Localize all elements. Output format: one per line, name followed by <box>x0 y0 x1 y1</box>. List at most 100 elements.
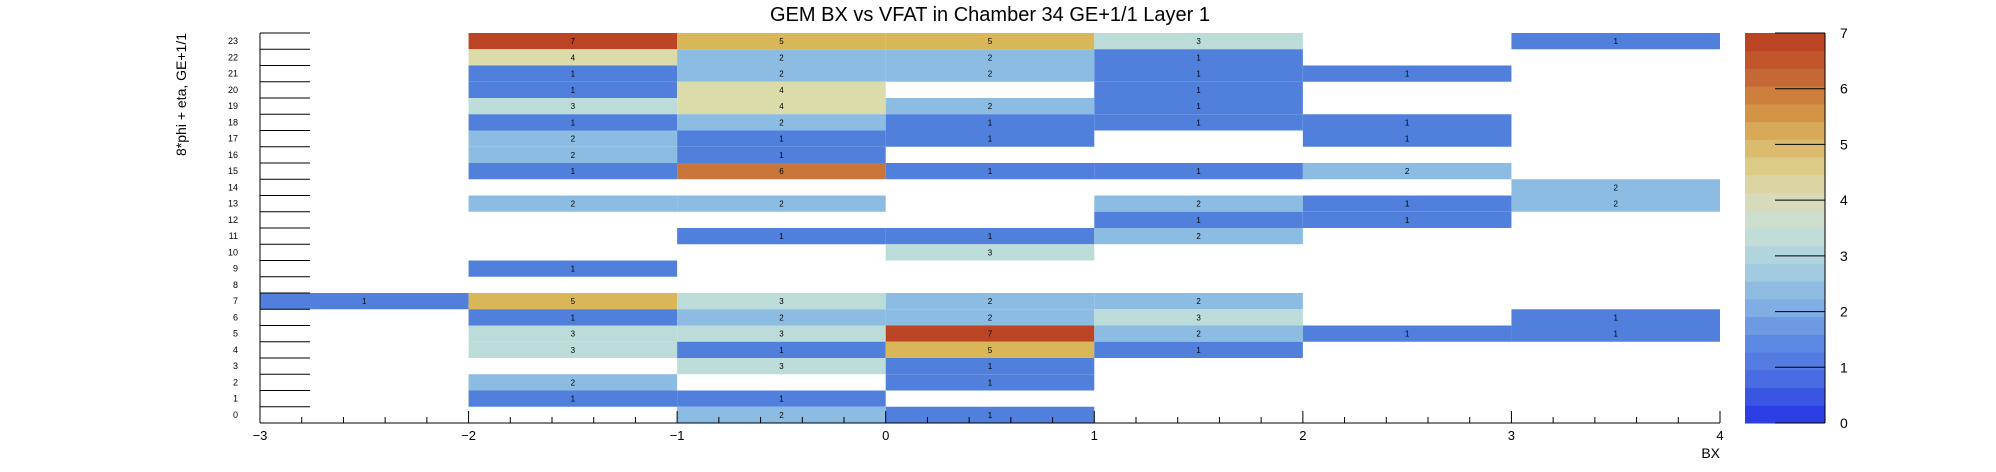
heatmap-cell <box>1302 211 1512 228</box>
y-axis-label: 8*phi + eta, GE+1/1 <box>173 33 189 156</box>
x-tick-label: 2 <box>1299 428 1306 443</box>
y-tick-label: 7 <box>233 296 238 306</box>
heatmap-cell <box>1094 325 1303 342</box>
color-scale-segment <box>1745 192 1825 211</box>
heatmap-cell <box>885 49 1095 66</box>
heatmap-cell <box>885 130 1095 147</box>
heatmap-cell <box>468 81 678 98</box>
y-tick-label: 20 <box>228 85 238 95</box>
cell-value-label: 1 <box>988 378 993 387</box>
cell-value-label: 1 <box>779 232 784 241</box>
heatmap-cell <box>468 163 678 180</box>
cell-value-label: 2 <box>779 313 784 322</box>
heatmap-cell <box>885 341 1095 358</box>
cell-value-label: 1 <box>988 362 993 371</box>
cell-value-label: 2 <box>988 313 993 322</box>
heatmap-cell <box>677 81 886 98</box>
cell-value-label: 2 <box>1196 330 1201 339</box>
heatmap-cell <box>468 374 678 391</box>
x-tick-label: 3 <box>1508 428 1515 443</box>
heatmap-cell <box>677 406 886 423</box>
cell-value-label: 1 <box>1196 70 1201 79</box>
cell-value-label: 2 <box>1196 200 1201 209</box>
chart-title: GEM BX vs VFAT in Chamber 34 GE+1/1 Laye… <box>770 4 1210 26</box>
cell-value-label: 2 <box>1613 200 1618 209</box>
cell-value-label: 2 <box>988 297 993 306</box>
color-scale-segment <box>1745 121 1825 140</box>
color-scale-tick-label: 7 <box>1840 25 1848 41</box>
heatmap-cell <box>885 293 1095 310</box>
color-scale-segment <box>1745 174 1825 194</box>
heatmap-cell <box>885 406 1095 423</box>
cell-value-label: 1 <box>1405 135 1410 144</box>
heatmap-cell <box>1094 163 1303 180</box>
heatmap-cell <box>468 130 678 147</box>
x-tick-label: 0 <box>882 428 889 443</box>
heatmap-cell <box>885 228 1095 245</box>
cell-value-label: 1 <box>1196 167 1201 176</box>
y-tick-label: 19 <box>228 101 238 111</box>
cell-value-label: 1 <box>571 86 576 95</box>
heatmap-cell <box>468 341 678 358</box>
color-scale-segment <box>1745 228 1825 247</box>
x-tick-label: 4 <box>1716 428 1723 443</box>
heatmap-cell <box>468 293 678 310</box>
heatmap-cell <box>677 341 886 358</box>
heatmap-cell <box>677 65 886 82</box>
heatmap-cell <box>1302 130 1512 147</box>
color-scale-segment <box>1745 334 1825 353</box>
cell-value-label: 2 <box>779 118 784 127</box>
heatmap-cell <box>885 358 1095 375</box>
heatmap-cell <box>885 33 1095 50</box>
cell-value-label: 5 <box>571 297 576 306</box>
cell-value-label: 1 <box>988 411 993 420</box>
heatmap-cell <box>1094 33 1303 50</box>
cell-value-label: 1 <box>779 151 784 160</box>
cell-value-label: 1 <box>1196 118 1201 127</box>
heatmap-cell <box>468 195 678 212</box>
cell-value-label: 7 <box>988 330 993 339</box>
color-scale-segment <box>1745 316 1825 335</box>
cell-value-label: 1 <box>1196 86 1201 95</box>
cell-value-label: 2 <box>779 200 784 209</box>
cell-value-label: 2 <box>779 53 784 62</box>
color-scale-tick-label: 2 <box>1840 304 1848 320</box>
heatmap-cell <box>468 65 678 82</box>
cell-value-label: 4 <box>779 102 784 111</box>
y-tick-label: 10 <box>228 247 238 257</box>
heatmap-cell <box>1094 98 1303 115</box>
heatmap-cell <box>885 244 1095 261</box>
x-axis-label: BX <box>1701 445 1720 461</box>
color-scale-tick-label: 0 <box>1840 415 1848 431</box>
heatmap-cell <box>677 195 886 212</box>
heatmap-cell <box>468 309 678 326</box>
cell-value-label: 2 <box>1613 183 1618 192</box>
cell-value-label: 2 <box>1196 232 1201 241</box>
y-tick-label: 12 <box>228 215 238 225</box>
heatmap-cell <box>885 65 1095 82</box>
cell-value-label: 3 <box>571 346 576 355</box>
cell-value-label: 1 <box>571 70 576 79</box>
heatmap-cell <box>885 114 1095 131</box>
cell-value-label: 1 <box>571 118 576 127</box>
color-scale-segment <box>1745 298 1825 318</box>
y-tick-label: 9 <box>233 264 238 274</box>
heatmap-cell <box>260 293 469 310</box>
cell-value-label: 2 <box>988 102 993 111</box>
y-tick-label: 17 <box>228 134 238 144</box>
cell-value-label: 5 <box>988 346 993 355</box>
cell-value-label: 2 <box>571 135 576 144</box>
cell-value-label: 1 <box>1613 37 1618 46</box>
color-scale-segment <box>1745 245 1825 264</box>
heatmap-cell <box>677 33 886 50</box>
heatmap-cell <box>1511 33 1720 50</box>
cell-value-label: 1 <box>1196 216 1201 225</box>
y-tick-label: 16 <box>228 150 238 160</box>
heatmap-cell <box>1094 211 1303 228</box>
heatmap-cell <box>1511 195 1720 212</box>
x-axis: −3 −2 −1 0 1 2 3 4 <box>253 411 1724 443</box>
heatmap-cell <box>1094 49 1303 66</box>
heatmap-cell <box>1511 309 1720 326</box>
